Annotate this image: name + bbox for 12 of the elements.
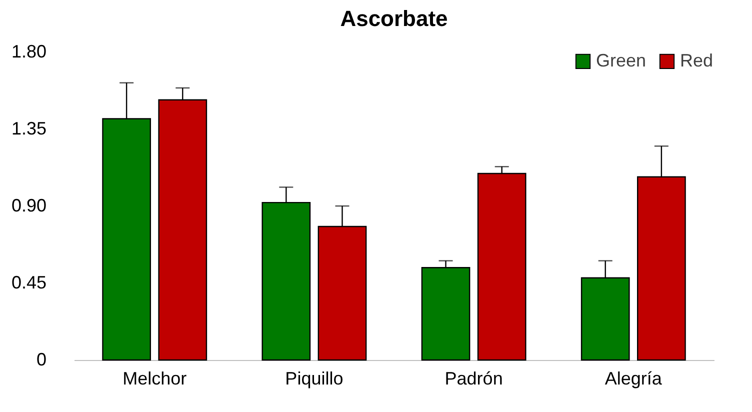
y-tick-label: 1.35 [11, 118, 46, 138]
legend-label: Green [596, 50, 646, 70]
x-tick-label: Alegría [604, 368, 663, 388]
x-tick-label: Piquillo [285, 368, 344, 388]
y-tick-label: 0.90 [11, 196, 46, 216]
chart-title: Ascorbate [340, 6, 448, 31]
x-tick-label: Melchor [122, 368, 187, 388]
y-tick-label: 0 [36, 350, 46, 370]
y-tick-label: 1.80 [11, 42, 46, 62]
y-tick-label: 0.45 [11, 272, 46, 292]
legend-label: Red [680, 50, 714, 70]
x-tick-label: Padrón [444, 368, 503, 388]
